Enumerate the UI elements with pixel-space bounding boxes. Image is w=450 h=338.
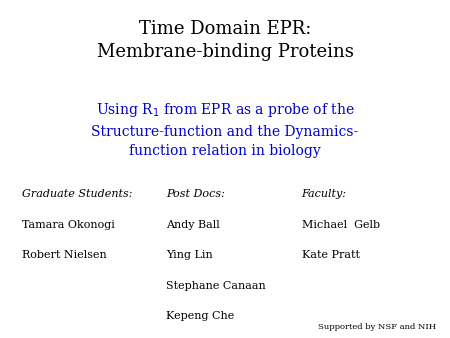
Text: Time Domain EPR:
Membrane-binding Proteins: Time Domain EPR: Membrane-binding Protei… bbox=[97, 20, 353, 61]
Text: Post Docs:: Post Docs: bbox=[166, 189, 225, 199]
Text: Stephane Canaan: Stephane Canaan bbox=[166, 281, 266, 291]
Text: Ying Lin: Ying Lin bbox=[166, 250, 213, 260]
Text: Michael  Gelb: Michael Gelb bbox=[302, 220, 380, 230]
Text: Robert Nielsen: Robert Nielsen bbox=[22, 250, 107, 260]
Text: Graduate Students:: Graduate Students: bbox=[22, 189, 133, 199]
Text: Tamara Okonogi: Tamara Okonogi bbox=[22, 220, 115, 230]
Text: Kepeng Che: Kepeng Che bbox=[166, 311, 235, 321]
Text: Andy Ball: Andy Ball bbox=[166, 220, 220, 230]
Text: Faculty:: Faculty: bbox=[302, 189, 346, 199]
Text: Supported by NSF and NIH: Supported by NSF and NIH bbox=[319, 323, 436, 331]
Text: Using R$_1$ from EPR as a probe of the
Structure-function and the Dynamics-
func: Using R$_1$ from EPR as a probe of the S… bbox=[91, 101, 359, 159]
Text: Kate Pratt: Kate Pratt bbox=[302, 250, 360, 260]
